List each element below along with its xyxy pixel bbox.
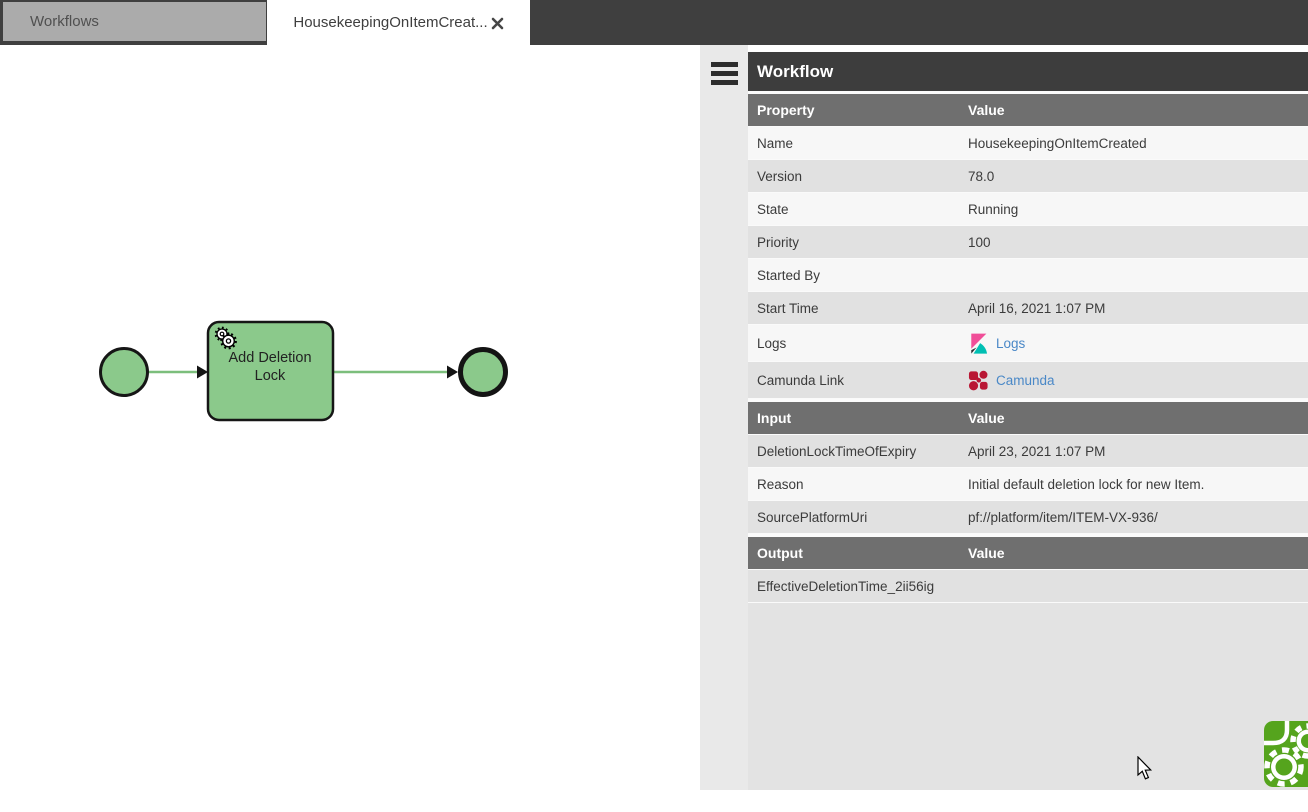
property-cell: Priority	[757, 234, 800, 250]
start-event[interactable]	[99, 347, 149, 397]
task-label-line1: Add Deletion	[228, 350, 311, 366]
panel-title: Workflow	[748, 52, 1308, 91]
end-event[interactable]	[458, 347, 508, 397]
value-cell	[968, 570, 1308, 602]
property-cell: SourcePlatformUri	[757, 509, 868, 525]
value-cell: Logs	[968, 325, 1308, 361]
camunda-link[interactable]: Camunda	[996, 372, 1055, 388]
table-row: SourcePlatformUri pf://platform/item/ITEM…	[748, 501, 1308, 534]
value-cell: April 16, 2021 1:07 PM	[968, 300, 1106, 316]
section-header-value: Value	[968, 545, 1005, 561]
table-row: DeletionLockTimeOfExpiry April 23, 2021 1…	[748, 435, 1308, 468]
table-row: Logs Logs	[748, 325, 1308, 362]
properties-panel: Workflow Property Value Name HousekeepingOn…	[700, 45, 1308, 790]
value-cell	[968, 259, 1308, 291]
value-cell: Camunda	[968, 362, 1308, 398]
hamburger-menu-icon[interactable]	[710, 62, 738, 85]
value-cell: 100	[968, 234, 991, 250]
table-row: Priority 100	[748, 226, 1308, 259]
table-row: Started By	[748, 259, 1308, 292]
tab-title: HousekeepingOnItemCreat...	[293, 14, 488, 31]
section-header-property: Input	[757, 410, 792, 426]
value-cell: Running	[968, 201, 1019, 217]
property-cell: Logs	[757, 335, 787, 351]
service-task-gears-icon	[214, 326, 237, 350]
property-cell: Started By	[757, 267, 821, 283]
service-task[interactable]: Add Deletion Lock	[206, 320, 335, 422]
table-row: State Running	[748, 193, 1308, 226]
table-row: Version 78.0	[748, 160, 1308, 193]
tab-workflows[interactable]: Workflows	[3, 2, 266, 41]
section-divider	[748, 399, 1308, 402]
bpmn-diagram: Add Deletion Lock	[99, 320, 508, 422]
section-divider	[748, 534, 1308, 537]
section-divider	[748, 91, 1308, 94]
table-row: Camunda Link Camunda	[748, 362, 1308, 399]
property-cell: Camunda Link	[757, 372, 845, 388]
property-cell: Start Time	[757, 300, 819, 316]
panel-menu-strip	[700, 45, 748, 790]
close-icon[interactable]	[491, 17, 504, 30]
table-row: Start Time April 16, 2021 1:07 PM	[748, 292, 1308, 325]
section-header-row-output: Output Value	[748, 537, 1308, 570]
section-header-value: Value	[968, 102, 1005, 118]
workflow-diagram-canvas[interactable]: Add Deletion Lock	[0, 45, 700, 812]
kibana-link[interactable]: Logs	[996, 335, 1026, 351]
section-header-property: Output	[757, 545, 803, 561]
property-cell: Version	[757, 168, 803, 184]
section-header-row-properties: Property Value	[748, 94, 1308, 127]
property-cell: Name	[757, 135, 794, 151]
section-header-value: Value	[968, 410, 1005, 426]
section-header-row-input: Input Value	[748, 402, 1308, 435]
camunda-icon	[968, 370, 988, 390]
task-label-line2: Lock	[255, 368, 286, 384]
tab-housekeeping[interactable]: HousekeepingOnItemCreat...	[267, 0, 530, 45]
table-row: EffectiveDeletionTime_2ii56ig	[748, 570, 1308, 603]
value-cell: 78.0	[968, 168, 995, 184]
workflow-table: Property Value Name HousekeepingOnItemCreat…	[748, 91, 1308, 603]
table-row: Name HousekeepingOnItemCreated	[748, 127, 1308, 160]
value-cell: April 23, 2021 1:07 PM	[968, 443, 1106, 459]
tab-bar: Workflows HousekeepingOnItemCreat...	[0, 0, 1308, 45]
value-cell: HousekeepingOnItemCreated	[968, 135, 1147, 151]
property-cell: EffectiveDeletionTime_2ii56ig	[757, 578, 935, 594]
workflow-gears-logo	[1264, 721, 1308, 787]
value-cell: pf://platform/item/ITEM-VX-936/	[968, 509, 1158, 525]
panel-content: Workflow Property Value Name HousekeepingOn…	[748, 45, 1308, 790]
property-cell: State	[757, 201, 789, 217]
sequence-flow-1[interactable]	[147, 365, 208, 379]
property-cell: DeletionLockTimeOfExpiry	[757, 443, 917, 459]
sequence-flow-2[interactable]	[333, 365, 458, 379]
table-row: Reason Initial default deletion lock for …	[748, 468, 1308, 501]
value-cell: Initial default deletion lock for new It…	[968, 476, 1205, 492]
section-header-property: Property	[757, 102, 815, 118]
property-cell: Reason	[757, 476, 804, 492]
kibana-icon	[971, 333, 988, 354]
